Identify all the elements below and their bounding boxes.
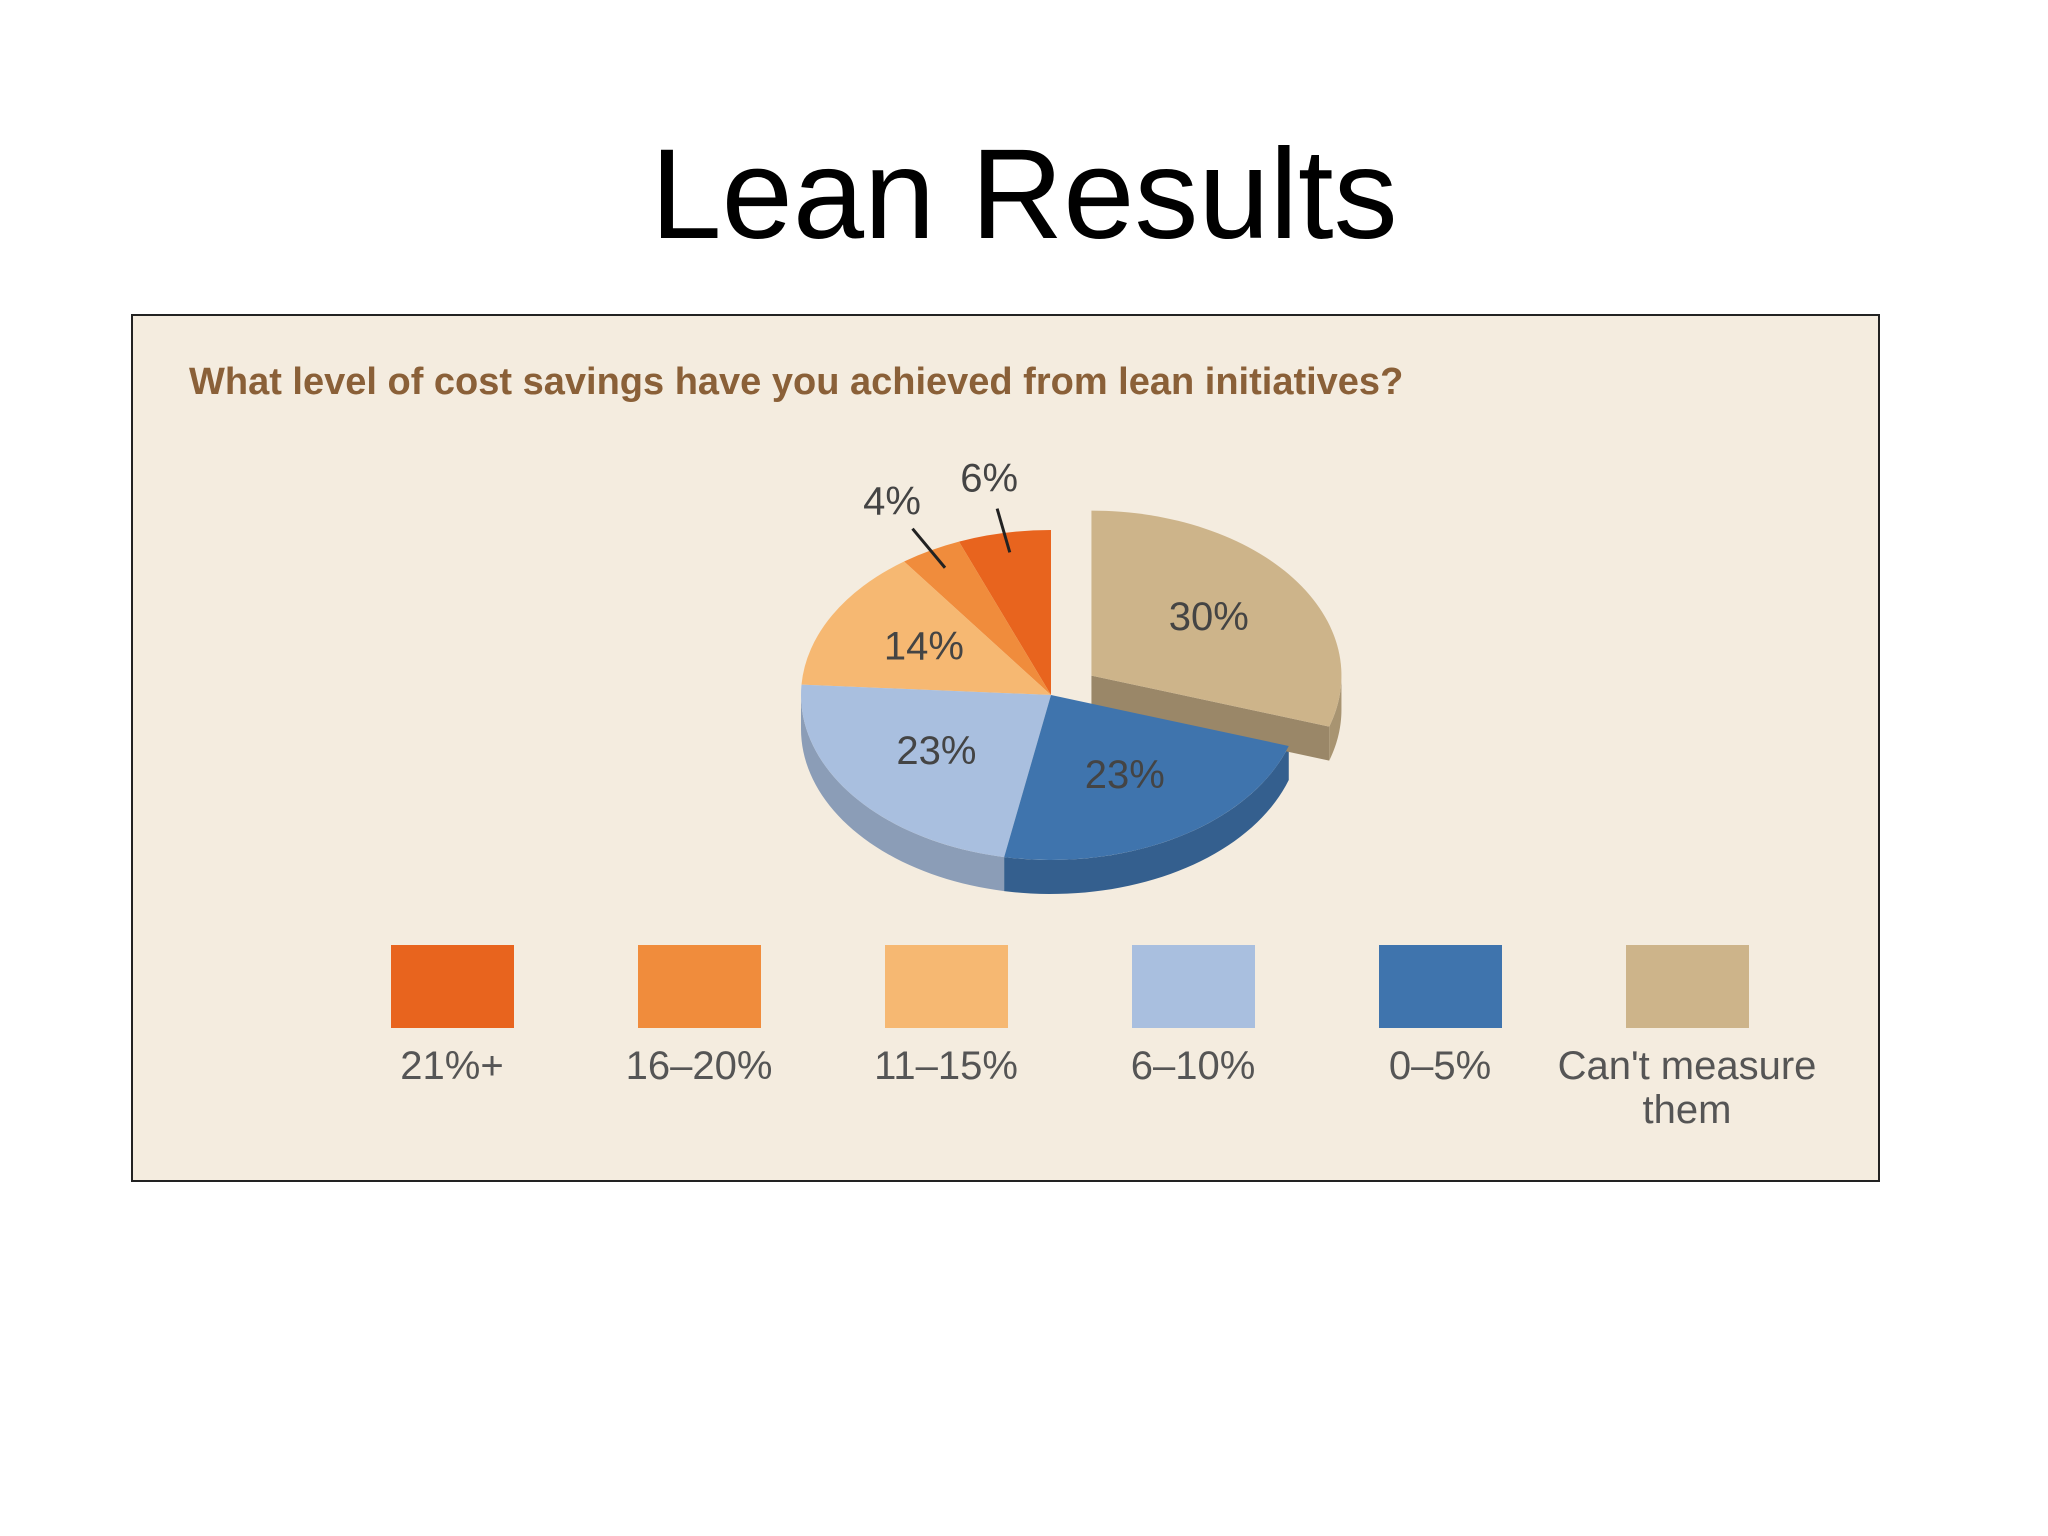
data-label: 30% <box>1169 595 1249 639</box>
slice <box>801 561 1051 695</box>
legend-label: 16–20% <box>625 1044 773 1088</box>
legend-swatch <box>638 945 761 1028</box>
slice-side <box>801 695 1005 892</box>
chart-panel: What level of cost savings have you achi… <box>131 314 1880 1182</box>
legend-label: 0–5% <box>1388 1044 1492 1088</box>
chart: What level of cost savings have you achi… <box>189 361 1749 1028</box>
chart-title: What level of cost savings have you achi… <box>189 361 1403 403</box>
data-label: 23% <box>1085 753 1165 797</box>
slice-side <box>1091 675 1330 761</box>
legend-label: 21%+ <box>400 1044 504 1088</box>
legend-label: 11–15% <box>874 1044 1018 1088</box>
legend-label: 6–10% <box>1130 1044 1256 1088</box>
leader-line <box>911 527 947 569</box>
slide-title: Lean Results <box>650 123 1398 266</box>
legend-swatch <box>1626 945 1749 1028</box>
legend-swatch <box>1132 945 1255 1028</box>
legend-swatch <box>391 945 514 1028</box>
slice-side <box>1329 675 1342 761</box>
slice <box>958 530 1051 695</box>
legend-swatch <box>885 945 1008 1028</box>
slice <box>1091 510 1342 727</box>
slice-side <box>1004 745 1289 894</box>
slice <box>904 541 1051 695</box>
data-label: 4% <box>863 480 921 524</box>
data-label: 6% <box>960 457 1018 501</box>
slice <box>801 684 1051 858</box>
leader-line <box>995 508 1012 553</box>
legend-label: Can't measure them <box>1557 1044 1817 1132</box>
slice <box>1004 695 1289 860</box>
data-label: 14% <box>884 624 964 668</box>
data-label: 23% <box>896 729 976 773</box>
legend-swatch <box>1379 945 1502 1028</box>
